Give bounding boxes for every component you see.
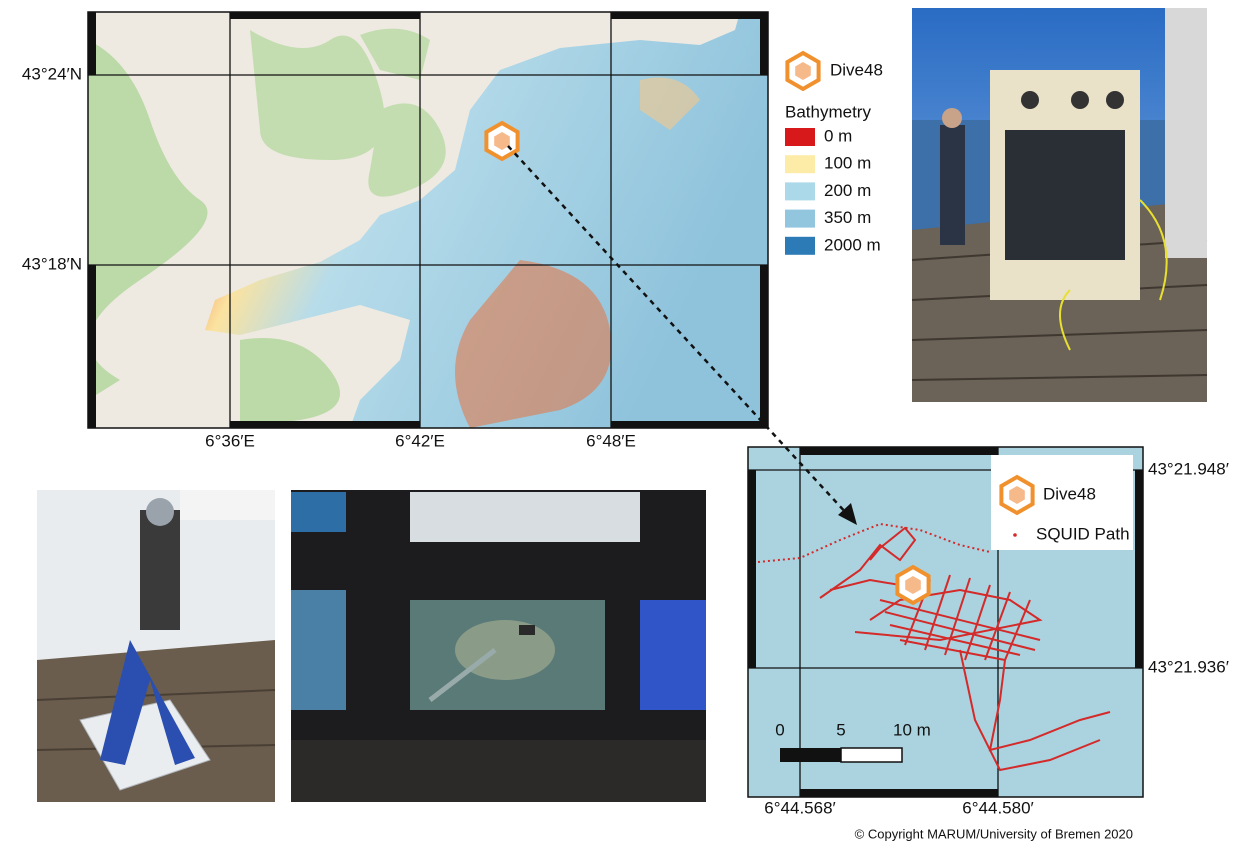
legend-title: Bathymetry	[785, 102, 871, 121]
legend-label: 200 m	[824, 181, 871, 200]
overview-map: 43°24′N 43°18′N 6°36′E 6°42′E 6°48′E	[22, 11, 769, 450]
legend-label: 100 m	[824, 154, 871, 173]
copyright: © Copyright MARUM/University of Bremen 2…	[855, 826, 1133, 841]
scale-label: 5	[836, 720, 845, 739]
legend-label: 0 m	[824, 126, 852, 145]
legend-path: SQUID Path	[1036, 524, 1130, 543]
legend-swatch	[785, 155, 815, 174]
detail-map: Dive48 SQUID Path 0 5 10 m 43°21.948′ 43…	[747, 446, 1229, 817]
photo-squid	[36, 490, 276, 802]
lat-label: 43°21.948′	[1148, 459, 1229, 478]
lon-label: 6°44.580′	[962, 798, 1033, 817]
legend-swatch	[785, 182, 815, 201]
legend-swatch	[785, 209, 815, 228]
legend-marker: Dive48	[830, 60, 883, 79]
lon-label: 6°36′E	[205, 431, 255, 450]
scale-label: 0	[775, 720, 784, 739]
arrow-head	[838, 503, 857, 525]
legend-marker: Dive48	[1043, 484, 1096, 503]
squid-path	[757, 522, 1111, 772]
photo-control-room	[291, 490, 706, 802]
legend-label: 350 m	[824, 208, 871, 227]
legend-swatch	[785, 128, 815, 146]
lon-label: 6°42′E	[395, 431, 445, 450]
legend-label: 2000 m	[824, 235, 881, 254]
scale-label: 10 m	[893, 720, 931, 739]
lat-label: 43°24′N	[22, 64, 82, 83]
overview-legend: Dive48 Bathymetry 0 m 100 m 200 m 350 m 2000…	[785, 51, 883, 255]
lat-label: 43°18′N	[22, 254, 82, 273]
legend-swatch	[785, 236, 815, 255]
lat-label: 43°21.936′	[1148, 657, 1229, 676]
lon-label: 6°48′E	[586, 431, 636, 450]
connector	[507, 145, 849, 516]
photo-rov	[911, 8, 1208, 402]
lon-label: 6°44.568′	[764, 798, 835, 817]
